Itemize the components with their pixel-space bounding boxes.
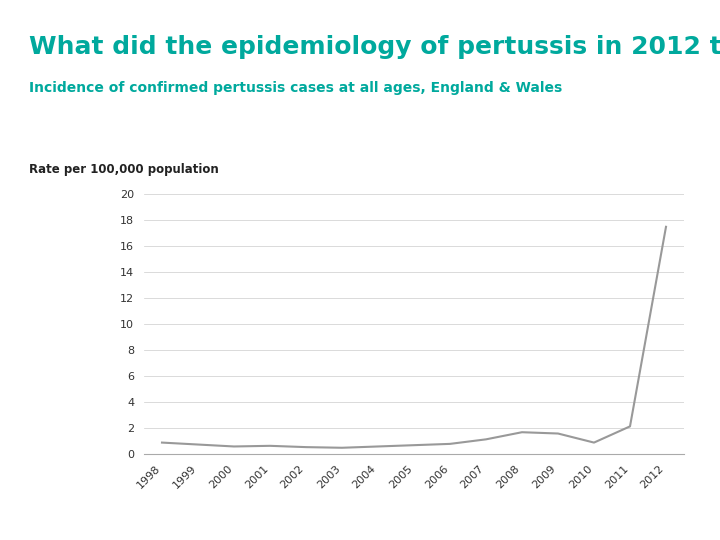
Text: Incidence of confirmed pertussis cases at all ages, England & Wales: Incidence of confirmed pertussis cases a…: [29, 81, 562, 95]
Text: What did the epidemiology of pertussis in 2012 tell us?: What did the epidemiology of pertussis i…: [29, 35, 720, 59]
Text: Rate per 100,000 population: Rate per 100,000 population: [29, 163, 219, 176]
Text: 15: 15: [22, 514, 42, 529]
Text: Vaccination against pertussis for pregnant women: Vaccination against pertussis for pregna…: [72, 514, 421, 528]
